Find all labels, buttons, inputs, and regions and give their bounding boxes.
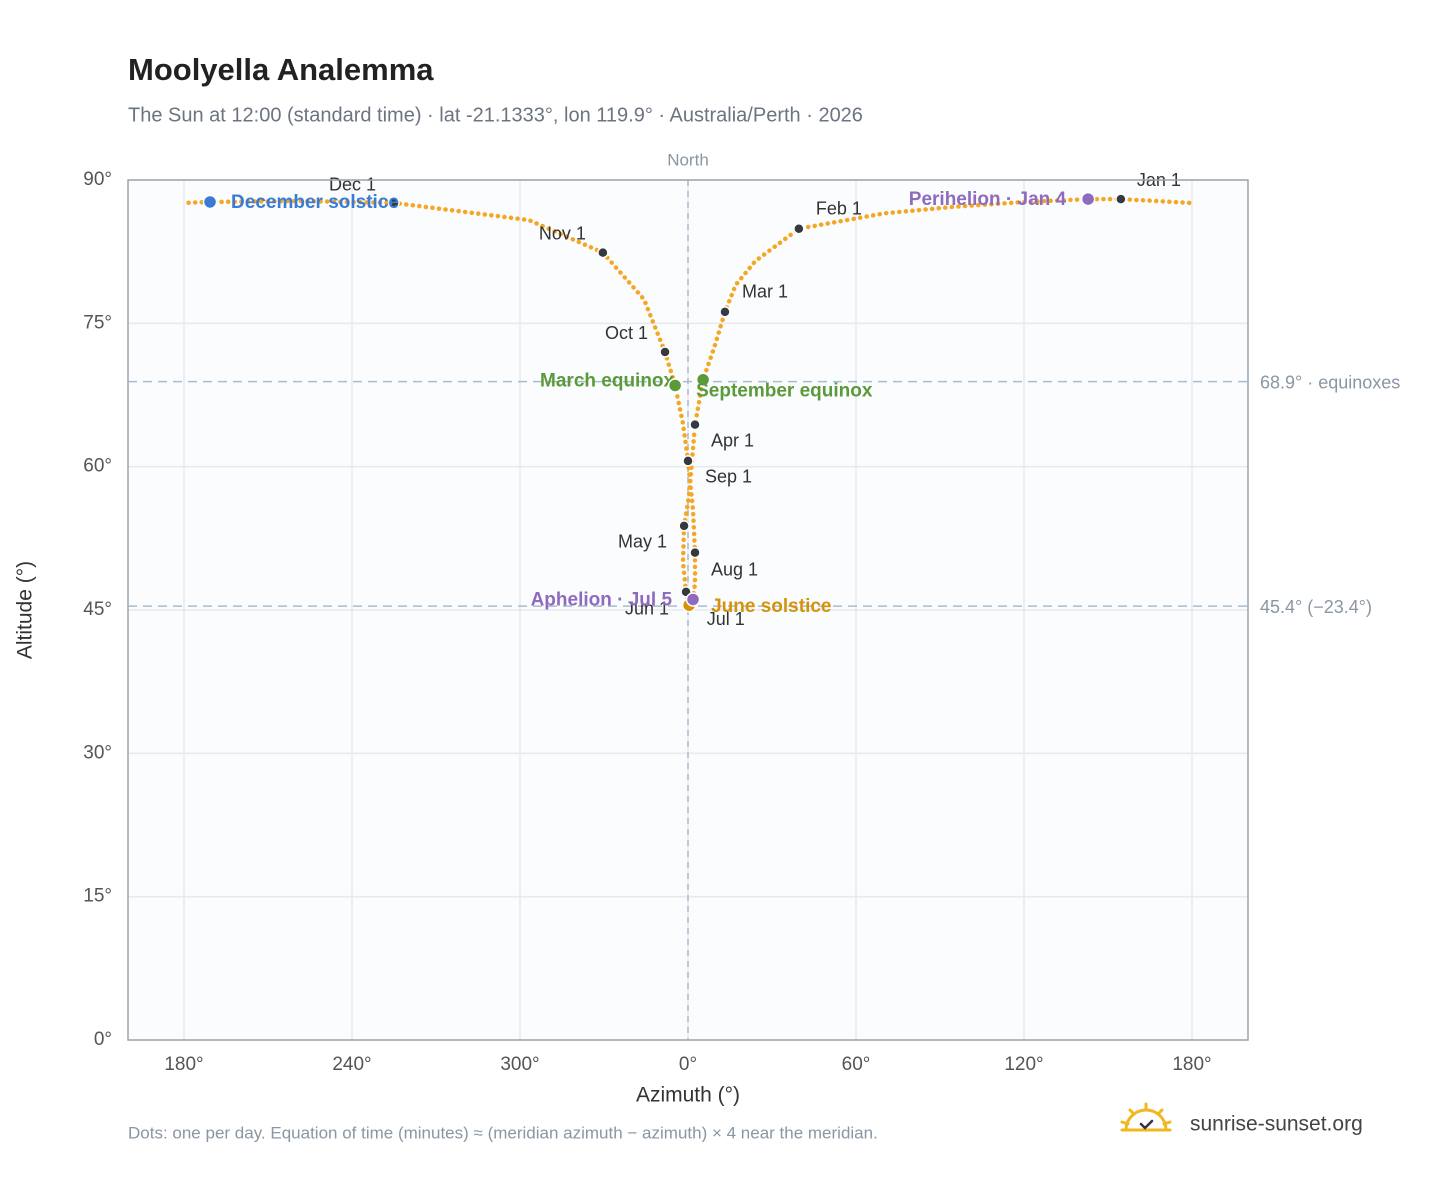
event-marker xyxy=(202,194,218,210)
event-marker xyxy=(685,592,701,607)
x-tick-label: 0° xyxy=(679,1054,697,1075)
date-label: Jul 1 xyxy=(707,609,745,629)
event-label: Aphelion · Jul 5 xyxy=(531,590,673,611)
date-label: Nov 1 xyxy=(539,223,586,243)
date-marker xyxy=(678,520,690,532)
y-tick-label: 15° xyxy=(83,886,112,907)
date-marker xyxy=(689,546,701,559)
date-marker xyxy=(1115,193,1127,205)
date-label: Aug 1 xyxy=(711,559,758,579)
y-tick-label: 0° xyxy=(94,1029,112,1050)
date-label: Apr 1 xyxy=(711,430,754,450)
x-tick-label: 180° xyxy=(164,1054,203,1075)
date-marker xyxy=(719,306,731,318)
y-tick-label: 60° xyxy=(83,456,112,477)
reference-label: 45.4° (−23.4°) xyxy=(1260,597,1372,617)
event-label: December solstice xyxy=(231,192,399,213)
date-label: Mar 1 xyxy=(742,282,788,302)
x-axis-title: Azimuth (°) xyxy=(636,1084,740,1107)
date-label: Jun 1 xyxy=(625,599,669,619)
x-tick-label: 300° xyxy=(500,1054,539,1075)
y-axis-title: Altitude (°) xyxy=(14,561,37,659)
date-label: Feb 1 xyxy=(816,198,862,218)
brand-logo xyxy=(1120,1102,1172,1132)
event-label: September equinox xyxy=(696,380,873,401)
event-marker xyxy=(1080,191,1096,207)
date-label: Oct 1 xyxy=(605,323,648,343)
x-tick-label: 60° xyxy=(842,1054,871,1075)
y-tick-label: 30° xyxy=(83,742,112,763)
chart-title: Moolyella Analemma xyxy=(128,52,434,87)
y-tick-label: 90° xyxy=(83,169,112,190)
event-label: March equinox xyxy=(540,371,675,392)
event-marker xyxy=(695,372,711,387)
plot-border xyxy=(127,179,1249,1041)
north-label: North xyxy=(667,150,709,169)
date-label: May 1 xyxy=(618,532,667,552)
x-tick-label: 120° xyxy=(1004,1054,1043,1075)
reference-label: 68.9° · equinoxes xyxy=(1260,372,1400,392)
chart-subtitle: The Sun at 12:00 (standard time) · lat -… xyxy=(128,104,863,126)
date-marker xyxy=(682,455,694,467)
y-tick-label: 75° xyxy=(83,312,112,333)
date-marker xyxy=(388,197,400,209)
date-marker xyxy=(793,222,805,235)
footnote: Dots: one per day. Equation of time (min… xyxy=(128,1123,878,1142)
date-marker xyxy=(659,346,671,358)
event-marker xyxy=(667,378,683,393)
event-label: Perihelion · Jan 4 xyxy=(909,189,1067,210)
date-marker xyxy=(689,418,701,431)
brand-name: sunrise-sunset.org xyxy=(1190,1113,1363,1136)
event-label: June solstice xyxy=(711,596,831,617)
y-tick-label: 45° xyxy=(83,599,112,620)
x-tick-label: 180° xyxy=(1172,1054,1211,1075)
date-marker xyxy=(597,246,609,259)
x-tick-label: 240° xyxy=(332,1054,371,1075)
date-label: Sep 1 xyxy=(705,467,752,487)
